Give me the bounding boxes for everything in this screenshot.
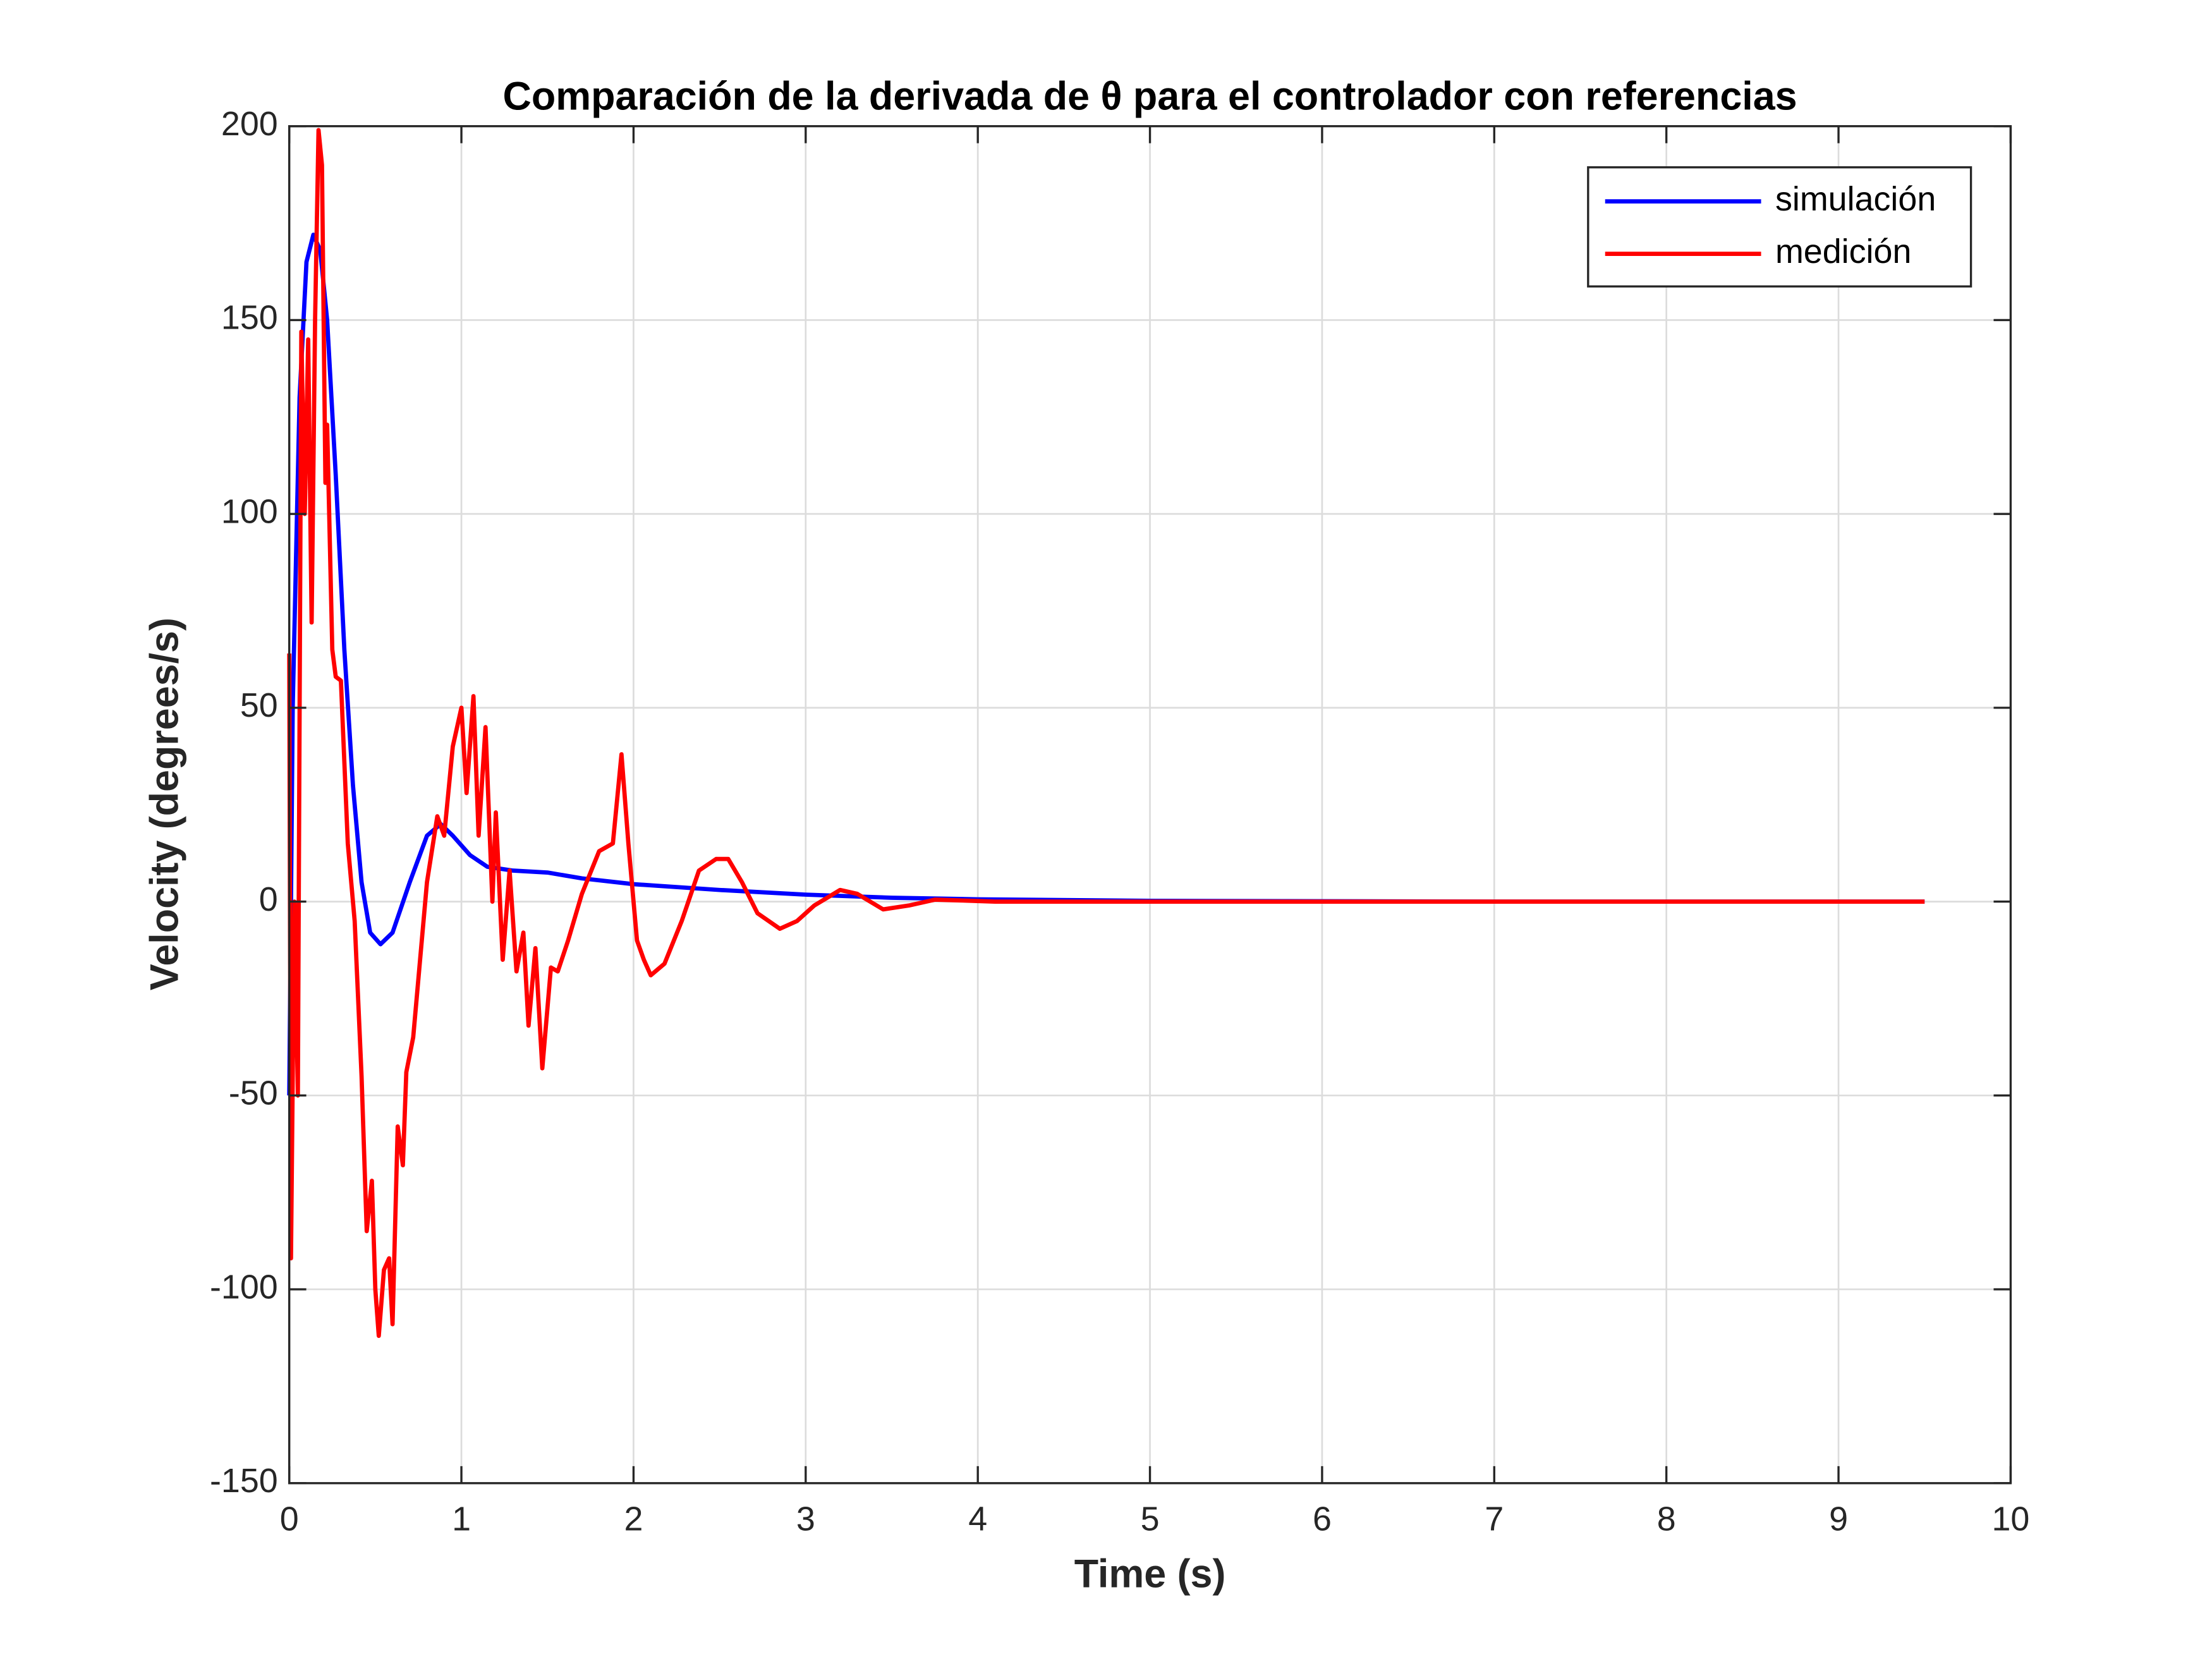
lines xyxy=(287,128,1925,1339)
legend-label: simulación xyxy=(1775,180,1936,218)
legend: simulación medición xyxy=(1587,166,1972,288)
x-tick-label: 6 xyxy=(1313,1500,1332,1538)
x-tick-label: 8 xyxy=(1657,1500,1676,1538)
y-tick-label: 50 xyxy=(240,686,278,724)
y-tick-label: 150 xyxy=(221,299,278,337)
x-tick-label: 4 xyxy=(968,1500,987,1538)
x-tick-label: 1 xyxy=(452,1500,471,1538)
x-tick-label: 2 xyxy=(624,1500,643,1538)
x-tick-label: 7 xyxy=(1485,1500,1504,1538)
ticks: 0 1 2 3 4 5 6 7 8 9 10 -150 -100 -50 0 50 100 150 200 xyxy=(210,105,2029,1538)
legend-box xyxy=(1587,166,1972,288)
y-tick-label: -100 xyxy=(210,1268,278,1306)
x-tick-label: 5 xyxy=(1141,1500,1160,1538)
y-tick-label: 0 xyxy=(259,880,278,918)
x-tick-label: 3 xyxy=(796,1500,815,1538)
x-tick-label: 9 xyxy=(1829,1500,1848,1538)
legend-label: medición xyxy=(1775,233,1911,270)
y-tick-label: 100 xyxy=(221,492,278,530)
y-tick-label: -50 xyxy=(229,1074,278,1112)
series-line xyxy=(287,128,1925,1339)
x-tick-label: 10 xyxy=(1991,1500,2029,1538)
y-tick-label: 200 xyxy=(221,105,278,143)
x-axis-label: Time (s) xyxy=(1074,1552,1226,1596)
chart-title: Comparación de la derivada de θ para el … xyxy=(502,75,1797,119)
y-tick-label: -150 xyxy=(210,1462,278,1500)
y-axis-label: Velocity (degrees/s) xyxy=(142,617,186,990)
x-tick-label: 0 xyxy=(280,1500,299,1538)
